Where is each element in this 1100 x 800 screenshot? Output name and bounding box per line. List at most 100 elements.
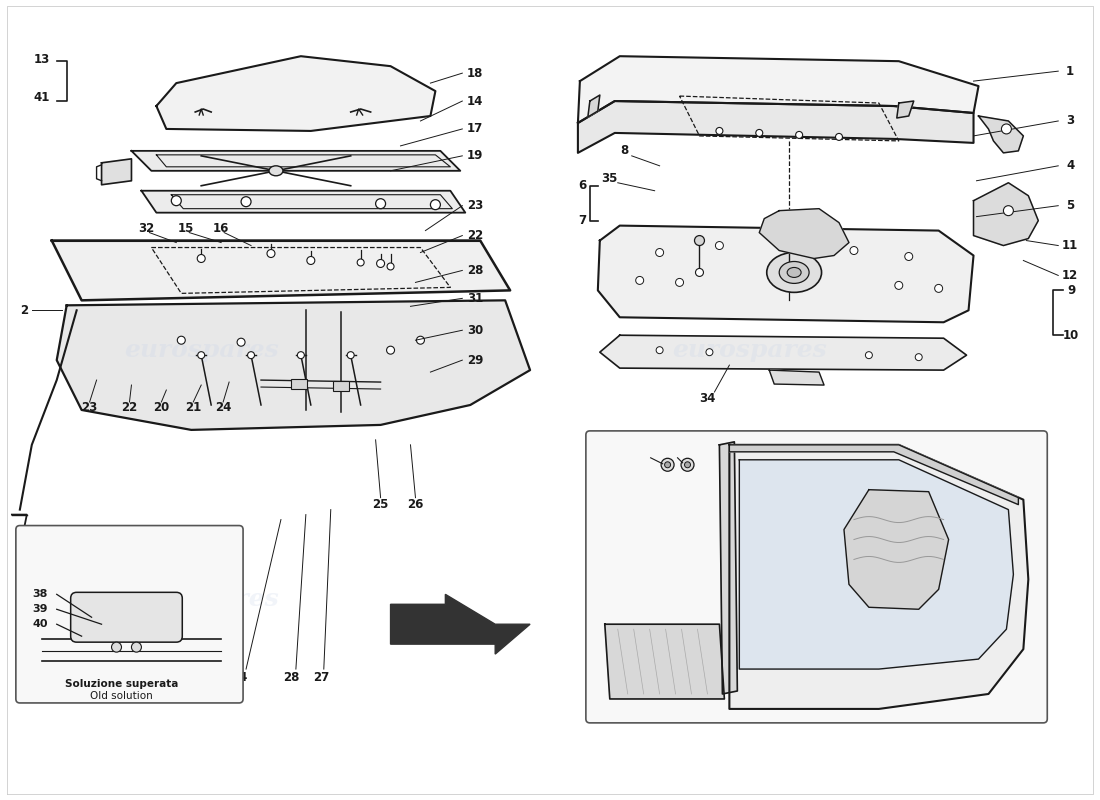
Circle shape [664, 462, 671, 468]
Polygon shape [142, 190, 465, 213]
Text: 22: 22 [121, 402, 138, 414]
Circle shape [715, 242, 724, 250]
Circle shape [915, 354, 922, 361]
Text: 17: 17 [468, 122, 483, 135]
Circle shape [430, 200, 440, 210]
Text: 8: 8 [620, 144, 629, 158]
Circle shape [784, 228, 794, 238]
Text: 22: 22 [468, 229, 483, 242]
Circle shape [694, 235, 704, 246]
Text: 37: 37 [660, 443, 675, 456]
Circle shape [387, 263, 394, 270]
Circle shape [636, 277, 644, 285]
Circle shape [656, 346, 663, 354]
Circle shape [241, 197, 251, 206]
Circle shape [376, 259, 385, 267]
FancyBboxPatch shape [586, 431, 1047, 723]
Text: 7: 7 [578, 214, 586, 227]
Text: 35: 35 [602, 172, 618, 186]
Text: 32: 32 [139, 222, 154, 235]
Text: Old solution: Old solution [90, 691, 153, 701]
Polygon shape [759, 209, 849, 258]
Ellipse shape [788, 267, 801, 278]
Text: 31: 31 [468, 292, 483, 305]
Circle shape [935, 285, 943, 292]
Circle shape [1001, 124, 1011, 134]
Circle shape [111, 642, 121, 652]
Circle shape [307, 257, 315, 265]
Circle shape [197, 254, 206, 262]
Circle shape [375, 198, 386, 209]
Circle shape [417, 336, 425, 344]
Circle shape [248, 352, 254, 358]
Circle shape [850, 246, 858, 254]
Circle shape [348, 352, 354, 358]
Text: 24: 24 [231, 670, 248, 683]
Text: 16: 16 [213, 222, 229, 235]
Circle shape [386, 346, 395, 354]
Circle shape [132, 642, 142, 652]
Circle shape [198, 352, 205, 358]
Circle shape [756, 130, 762, 137]
Text: 4: 4 [1066, 159, 1075, 172]
Polygon shape [390, 594, 530, 654]
Text: 2: 2 [20, 304, 28, 317]
Text: 28: 28 [468, 264, 483, 277]
Text: 24: 24 [214, 402, 231, 414]
Ellipse shape [779, 262, 810, 283]
Text: 36: 36 [631, 443, 648, 456]
Text: 25: 25 [373, 498, 388, 511]
Circle shape [695, 269, 704, 277]
Circle shape [684, 462, 691, 468]
Text: 39: 39 [32, 604, 47, 614]
Text: 28: 28 [283, 670, 299, 683]
Circle shape [785, 242, 793, 250]
Circle shape [905, 253, 913, 261]
Text: 5: 5 [1066, 199, 1075, 212]
Text: 20: 20 [153, 402, 169, 414]
Polygon shape [729, 445, 1028, 709]
Text: 41: 41 [34, 90, 50, 103]
Polygon shape [587, 95, 600, 117]
Polygon shape [896, 101, 914, 118]
Ellipse shape [270, 166, 283, 176]
Circle shape [172, 196, 182, 206]
Text: 1: 1 [1066, 65, 1075, 78]
Circle shape [681, 458, 694, 471]
Circle shape [675, 278, 683, 286]
Text: eurospares: eurospares [124, 338, 278, 362]
Polygon shape [844, 490, 948, 610]
Circle shape [297, 352, 305, 358]
FancyBboxPatch shape [15, 526, 243, 703]
Polygon shape [156, 56, 436, 131]
Bar [290, 379, 307, 389]
Polygon shape [719, 442, 737, 694]
Text: 3: 3 [1066, 114, 1075, 127]
Text: 19: 19 [468, 150, 483, 162]
Polygon shape [578, 56, 979, 123]
Polygon shape [600, 335, 967, 370]
Polygon shape [605, 624, 725, 699]
Circle shape [894, 282, 903, 290]
Text: 18: 18 [468, 66, 483, 80]
Text: 23: 23 [468, 199, 483, 212]
FancyBboxPatch shape [70, 592, 183, 642]
Circle shape [661, 458, 674, 471]
Circle shape [656, 249, 663, 257]
Circle shape [238, 338, 245, 346]
Text: eurospares: eurospares [124, 587, 278, 611]
Text: 11: 11 [1063, 239, 1078, 252]
Text: 30: 30 [468, 324, 483, 337]
Text: 6: 6 [578, 179, 586, 192]
Text: 40: 40 [32, 619, 47, 630]
Text: 33: 33 [606, 593, 623, 606]
Polygon shape [57, 300, 530, 430]
Text: 10: 10 [1063, 329, 1079, 342]
Circle shape [358, 259, 364, 266]
Polygon shape [578, 101, 974, 153]
Polygon shape [979, 116, 1023, 153]
Ellipse shape [767, 253, 822, 292]
Text: 29: 29 [468, 354, 483, 366]
Polygon shape [597, 226, 974, 322]
Circle shape [716, 127, 723, 134]
